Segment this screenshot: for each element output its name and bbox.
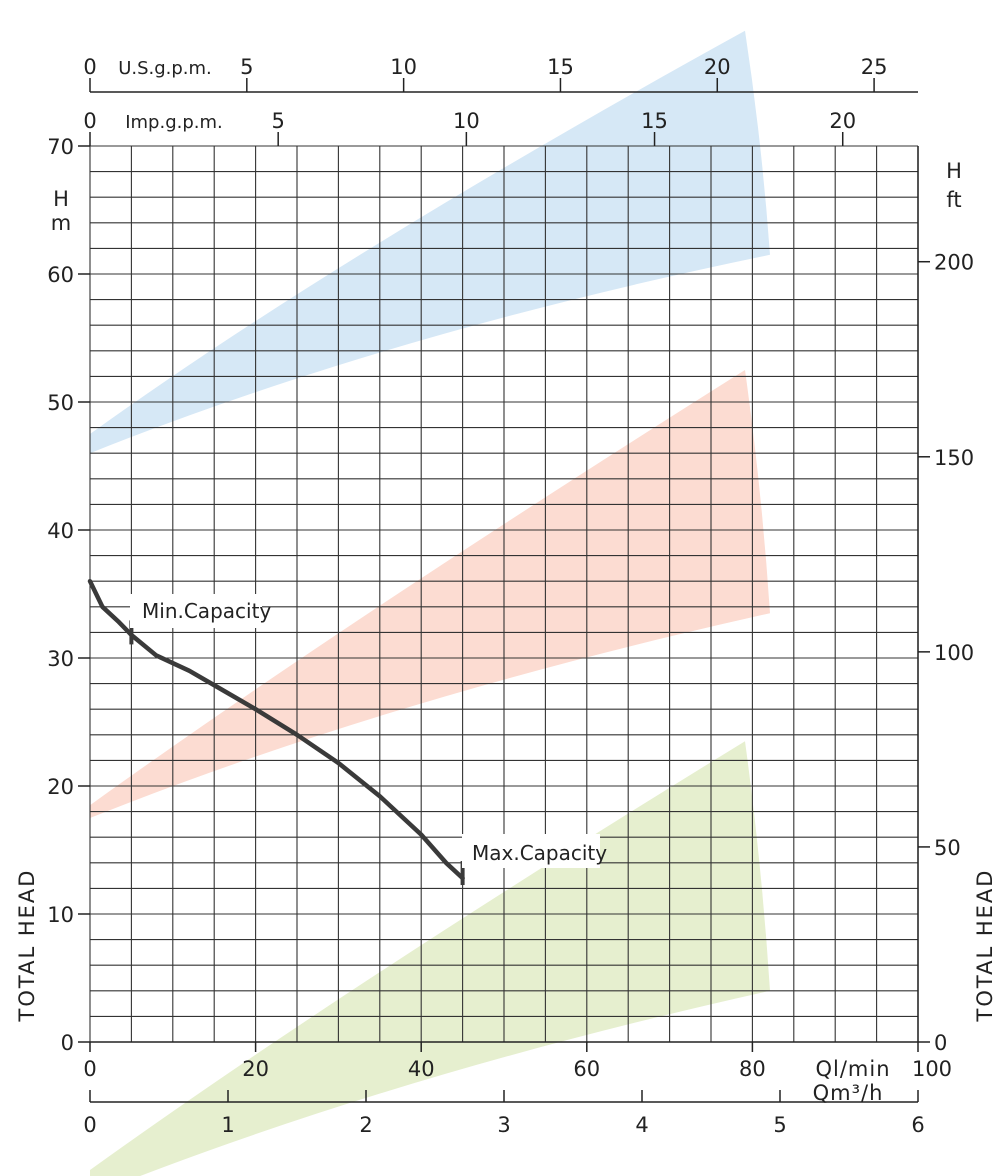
top-imp-tick-label: 0	[83, 109, 96, 133]
bottom2-tick-label: 2	[359, 1113, 372, 1137]
min-capacity-label: Min.Capacity	[142, 599, 271, 623]
top-us-tick-label: 25	[861, 55, 888, 79]
left-tick-label: 30	[47, 647, 74, 671]
bottom-tick-label: 40	[408, 1057, 435, 1081]
max-capacity-label: Max.Capacity	[472, 841, 607, 865]
right-tick-label: 50	[934, 836, 961, 860]
top-imp-tick-label: 15	[641, 109, 668, 133]
left-side-label: TOTAL HEAD	[15, 869, 39, 1023]
top-us-axis-label: U.S.g.p.m.	[118, 58, 212, 79]
bottom2-axis-label: Qm³/h	[813, 1081, 884, 1105]
left-axis-unit-label: m	[51, 211, 71, 235]
bottom2-tick-label: 1	[221, 1113, 234, 1137]
right-side-label: TOTAL HEAD	[973, 869, 997, 1023]
bottom2-tick-label: 3	[497, 1113, 510, 1137]
annotation-bg	[130, 594, 262, 628]
top-imp-tick-label: 20	[829, 109, 856, 133]
right-tick-label: 100	[934, 641, 974, 665]
top-imp-tick-label: 10	[453, 109, 480, 133]
bottom-tick-label: 100	[912, 1057, 952, 1081]
band-3	[90, 741, 770, 1176]
left-tick-label: 40	[47, 519, 74, 543]
top-us-tick-label: 20	[704, 55, 731, 79]
top-us-tick-label: 5	[240, 55, 253, 79]
annotation-bg	[462, 834, 600, 868]
right-tick-label: 0	[934, 1031, 947, 1055]
bottom2-tick-label: 0	[83, 1113, 96, 1137]
bottom2-tick-label: 4	[635, 1113, 648, 1137]
band-2	[90, 370, 770, 818]
right-axis-h-label: H	[946, 159, 962, 183]
annotations: Min.Capacity Max.Capacity	[130, 594, 607, 868]
top-imp-axis-label: Imp.g.p.m.	[125, 112, 223, 133]
right-tick-label: 150	[934, 446, 974, 470]
left-tick-label: 70	[47, 135, 74, 159]
left-tick-label: 50	[47, 391, 74, 415]
bottom-tick-label: 80	[739, 1057, 766, 1081]
band-1	[90, 30, 770, 454]
right-axis-unit-label: ft	[946, 188, 961, 212]
bottom-tick-label: 0	[83, 1057, 96, 1081]
bottom-axis-label: Ql/min	[815, 1057, 890, 1081]
left-tick-label: 0	[61, 1031, 74, 1055]
bottom-tick-label: 20	[242, 1057, 269, 1081]
top-us-tick-label: 10	[390, 55, 417, 79]
right-tick-label: 200	[934, 251, 974, 275]
left-axis-h-label: H	[53, 187, 69, 211]
left-tick-label: 60	[47, 263, 74, 287]
top-us-tick-label: 15	[547, 55, 574, 79]
left-tick-label: 20	[47, 775, 74, 799]
bottom2-tick-label: 6	[911, 1113, 924, 1137]
left-tick-label: 10	[47, 903, 74, 927]
bottom2-tick-label: 5	[773, 1113, 786, 1137]
bottom-tick-label: 60	[573, 1057, 600, 1081]
performance-curve-line	[87, 578, 465, 881]
top-imp-tick-label: 5	[271, 109, 284, 133]
top-us-tick-label: 0	[83, 55, 96, 79]
